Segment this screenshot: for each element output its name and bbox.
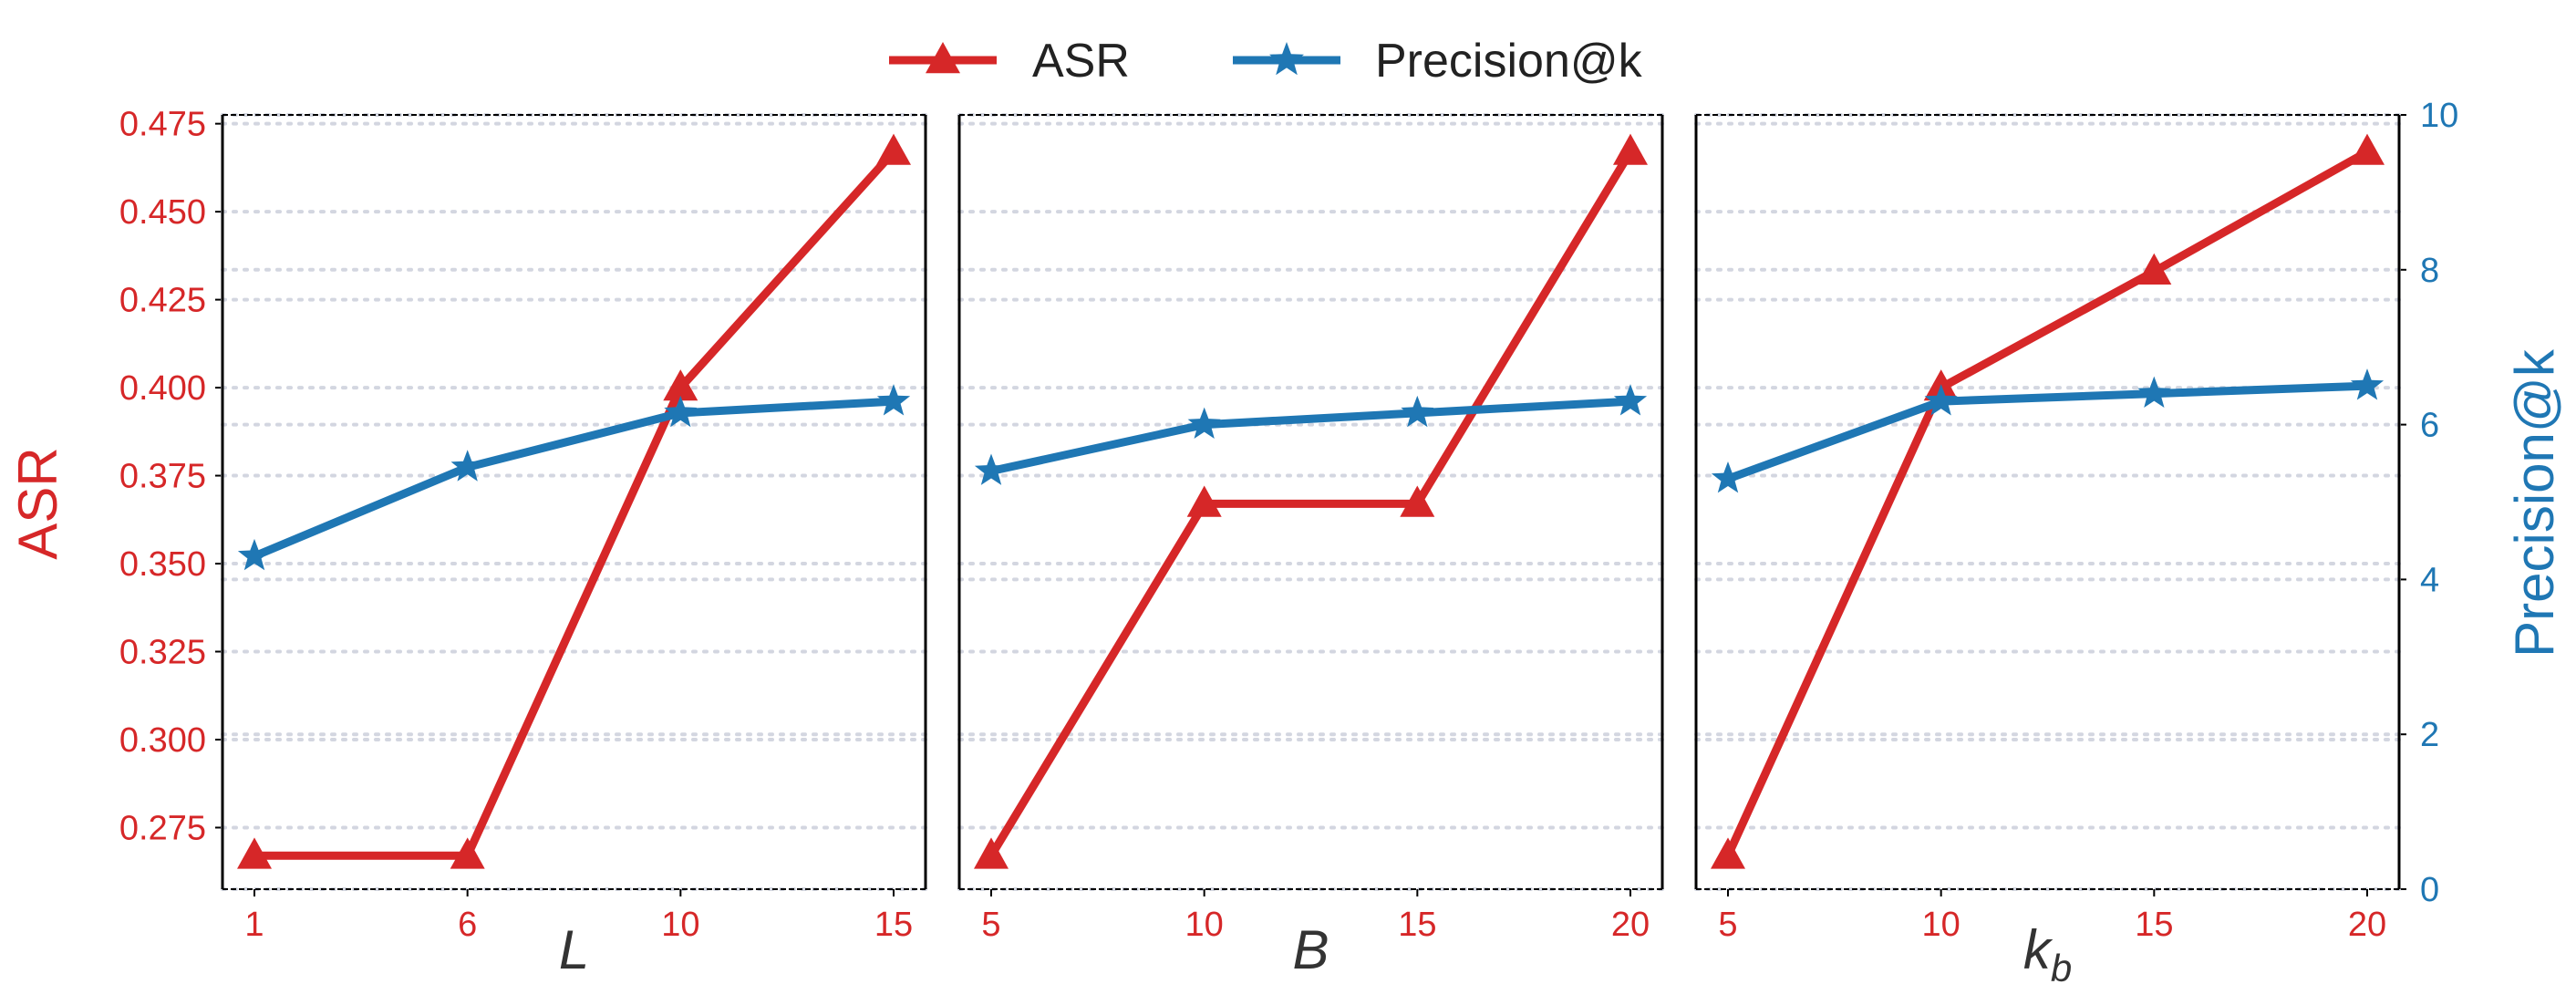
precision-data-point xyxy=(1187,407,1221,439)
legend-asr-marker xyxy=(926,42,960,74)
right-tick-label: 8 xyxy=(2420,252,2439,290)
legend-precision-marker xyxy=(1269,42,1304,76)
precision-data-point xyxy=(1401,395,1434,428)
x-tick-label: 10 xyxy=(661,906,699,944)
x-tick-label: 10 xyxy=(1922,906,1960,944)
left-tick-label: 0.325 xyxy=(119,634,206,672)
precision-data-point xyxy=(876,384,911,416)
x-tick-label: 6 xyxy=(458,906,477,944)
right-tick-label: 0 xyxy=(2420,871,2439,909)
right-axis-title: Precision@k xyxy=(2504,348,2565,658)
asr-data-point xyxy=(237,837,272,869)
x-tick-label: 15 xyxy=(874,906,913,944)
asr-data-point xyxy=(2350,133,2385,165)
left-tick-label: 0.300 xyxy=(119,721,206,760)
asr-data-point xyxy=(2136,253,2172,285)
precision-data-point xyxy=(1711,461,1745,493)
precision-data-point xyxy=(1924,384,1958,416)
precision-data-point xyxy=(974,453,1009,485)
x-axis-label: L xyxy=(559,919,589,980)
asr-series-line xyxy=(254,149,897,860)
left-tick-label: 0.425 xyxy=(119,282,206,320)
right-tick-label: 10 xyxy=(2420,97,2458,135)
x-axis-label-subscript: b xyxy=(2051,947,2072,989)
x-tick-label: 5 xyxy=(1718,906,1737,944)
panels: 1 6 10 15 L 5 10 15 20 B 5 10 15 20 kb xyxy=(221,113,2401,989)
precision-series-line xyxy=(1726,381,2368,483)
precision-series-line xyxy=(990,397,1631,475)
left-axis-title: ASR xyxy=(7,447,68,559)
x-tick-label: 1 xyxy=(244,906,264,944)
x-tick-label: 10 xyxy=(1185,906,1224,944)
asr-series-line xyxy=(988,150,1634,858)
asr-data-point xyxy=(974,837,1009,869)
precision-data-point xyxy=(664,395,698,428)
left-tick-label: 0.375 xyxy=(119,458,206,496)
left-tick-label: 0.450 xyxy=(119,193,206,232)
precision-data-point xyxy=(2137,376,2171,408)
asr-data-point xyxy=(450,837,485,869)
right-tick-label: 6 xyxy=(2420,407,2439,445)
precision-data-point xyxy=(450,450,484,482)
x-tick-label: 5 xyxy=(981,906,1000,944)
asr-data-point xyxy=(1711,837,1745,869)
right-axis-ticks: 0 2 4 6 8 10 xyxy=(2399,97,2458,909)
right-tick-label: 4 xyxy=(2420,561,2439,599)
left-tick-label: 0.475 xyxy=(119,106,206,144)
left-axis-ticks: 0.275 0.300 0.325 0.350 0.375 0.400 0.425 0.450… xyxy=(119,106,222,847)
precision-data-point xyxy=(1613,384,1648,416)
precision-data-point xyxy=(2350,368,2385,400)
legend-precision-label: Precision@k xyxy=(1375,35,1643,88)
asr-series-line xyxy=(1723,148,2370,858)
asr-data-point xyxy=(1186,485,1222,517)
x-tick-label: 20 xyxy=(1611,906,1650,944)
left-tick-label: 0.400 xyxy=(119,369,206,408)
x-tick-label: 15 xyxy=(1398,906,1436,944)
x-axis-label: B xyxy=(1292,919,1329,980)
asr-data-point xyxy=(663,369,698,401)
legend-asr-label: ASR xyxy=(1032,35,1130,88)
x-tick-label: 20 xyxy=(2348,906,2386,944)
x-axis-label: kb xyxy=(2023,919,2072,989)
right-tick-label: 2 xyxy=(2420,716,2439,754)
panel-2: 5 10 15 20 B xyxy=(957,113,1664,980)
panel-3: 5 10 15 20 kb xyxy=(1694,113,2401,989)
precision-data-point xyxy=(237,538,272,571)
precision-series-line xyxy=(253,397,895,561)
panel-1: 1 6 10 15 L xyxy=(221,113,927,980)
asr-data-point xyxy=(1613,133,1648,165)
asr-data-point xyxy=(876,133,911,165)
left-tick-label: 0.275 xyxy=(119,809,206,847)
left-tick-label: 0.350 xyxy=(119,545,206,584)
x-tick-label: 15 xyxy=(2135,906,2173,944)
legend: ASR Precision@k xyxy=(889,35,1643,88)
asr-data-point xyxy=(1400,485,1435,517)
